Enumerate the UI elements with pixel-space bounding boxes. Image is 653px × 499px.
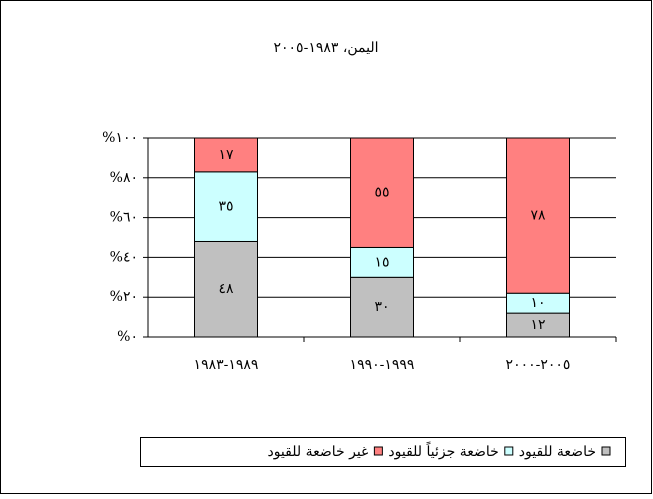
value-label: ١٥ xyxy=(374,254,389,270)
y-tick-label: %٠ xyxy=(117,329,138,345)
bar-segment xyxy=(194,137,258,173)
value-label: ٧٨ xyxy=(530,208,546,224)
legend-swatch xyxy=(601,446,611,456)
y-tick-label: %٢٠ xyxy=(110,289,138,305)
chart-title: اليمن، ١٩٨٣-٢٠٠٥ xyxy=(274,40,379,56)
bar-segment xyxy=(194,240,258,338)
value-label: ٣٥ xyxy=(218,199,233,215)
value-label: ١٢ xyxy=(530,317,545,333)
legend-swatch xyxy=(504,446,514,456)
legend-swatch xyxy=(373,446,383,456)
legend-box xyxy=(140,437,626,467)
bar-segment xyxy=(194,171,258,242)
bar-segment xyxy=(350,137,414,248)
legend-label: خاضعة للقيود xyxy=(519,444,596,460)
value-label: ١٧ xyxy=(218,147,234,163)
x-tick-label: ٢٠٠٥-٢٠٠٠ xyxy=(506,357,571,373)
x-tick-label: ١٩٨٩-١٩٨٣ xyxy=(194,357,259,373)
bar-segment xyxy=(506,137,570,294)
x-tick-label: ١٩٩٩-١٩٩٠ xyxy=(350,357,415,373)
y-tick-label: %٤٠ xyxy=(110,249,138,265)
legend-label: خاضعة جزئياً للقيود xyxy=(388,441,498,460)
value-label: ٤٨ xyxy=(218,281,234,297)
y-tick-label: %١٠٠ xyxy=(102,130,138,146)
legend-label: غير خاضعة للقيود xyxy=(267,444,368,460)
value-label: ٥٥ xyxy=(374,185,389,201)
y-tick-label: %٨٠ xyxy=(110,170,138,186)
value-label: ١٠ xyxy=(530,295,545,311)
y-tick-label: %٦٠ xyxy=(110,210,138,226)
value-label: ٣٠ xyxy=(374,299,389,315)
